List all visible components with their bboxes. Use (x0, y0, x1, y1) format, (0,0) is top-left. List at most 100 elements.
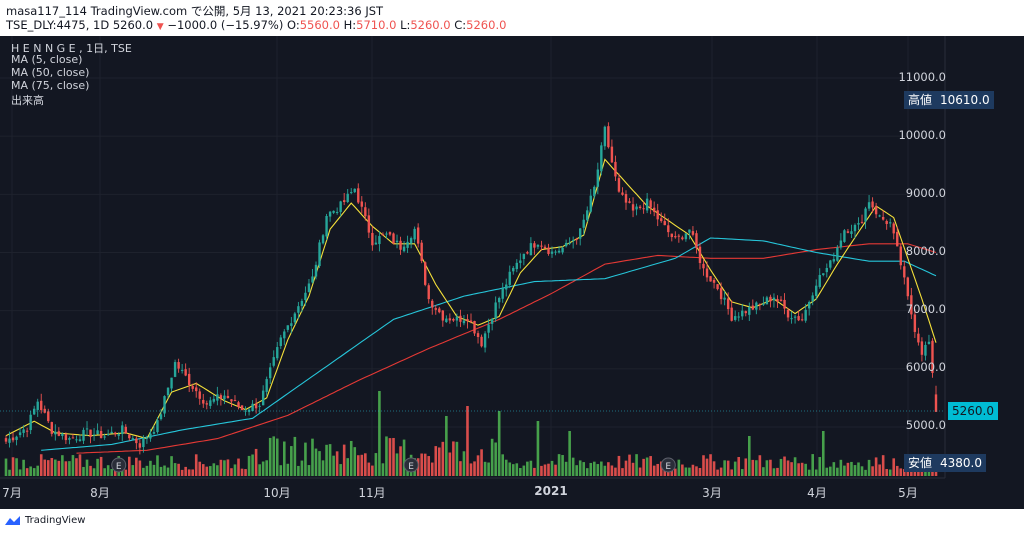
volume-bar (600, 461, 603, 476)
volume-bar (793, 457, 797, 476)
volume-bar (564, 461, 568, 476)
candle-body (78, 439, 82, 442)
volume-bar (716, 469, 719, 476)
volume-bar (547, 463, 550, 476)
close-label: C: (454, 18, 467, 32)
volume-bar (892, 458, 896, 476)
volume-bar (82, 466, 85, 476)
candle-body (388, 232, 392, 235)
candle-body (843, 230, 846, 242)
volume-bar (719, 467, 723, 476)
legend-title[interactable]: H E N N G E , 1日, TSE (11, 42, 132, 55)
legend-ma50[interactable]: MA (50, close) (11, 66, 90, 79)
x-tick-label: 7月 (2, 486, 22, 500)
volume-bar (247, 455, 251, 476)
open-value: 5560.0 (299, 18, 340, 32)
candle-body (353, 188, 356, 193)
volume-bar (201, 464, 205, 476)
legend-volume[interactable]: 出来高 (11, 94, 44, 107)
candle-body (536, 244, 540, 247)
candle-body (557, 250, 561, 253)
candle-body (269, 367, 272, 379)
candle-body (452, 318, 455, 321)
volume-bar (43, 459, 47, 476)
volume-bar (596, 464, 600, 476)
x-tick-label: 3月 (702, 486, 722, 500)
candle-body (71, 437, 75, 439)
volume-bar (275, 438, 279, 476)
y-tick-label: 6000.0 (905, 360, 946, 374)
candle-body (318, 242, 321, 267)
volume-bar (459, 461, 462, 476)
earnings-marker (660, 457, 676, 473)
candle-body (47, 411, 50, 422)
candle-body (283, 331, 286, 339)
candle-body (765, 297, 769, 305)
volume-bar (582, 462, 586, 476)
volume-bar (786, 460, 790, 476)
candle-body (156, 420, 159, 433)
candle-body (68, 438, 71, 440)
candle-body (205, 403, 208, 405)
volume-bar (726, 460, 730, 476)
candle-body (8, 438, 11, 443)
volume-bar (635, 454, 638, 476)
legend-ma75[interactable]: MA (75, close) (11, 79, 90, 92)
legend-ma5[interactable]: MA (5, close) (11, 53, 83, 66)
candle-body (279, 337, 282, 347)
candle-body (128, 434, 131, 439)
candle-body (600, 145, 603, 172)
candle-body (251, 403, 254, 412)
candle-body (818, 274, 821, 287)
candle-body (272, 357, 275, 366)
volume-bar (156, 455, 159, 476)
volume-bar (772, 468, 776, 476)
volume-bar (29, 466, 32, 476)
volume-bar (15, 458, 18, 476)
candle-body (564, 242, 568, 247)
candle-body (741, 310, 744, 317)
volume-bar (11, 457, 15, 476)
volume-bar (698, 468, 702, 476)
candle-body (448, 318, 452, 321)
candle-body (335, 211, 339, 213)
candle-body (240, 405, 244, 411)
candle-body (871, 201, 874, 208)
candle-body (790, 318, 793, 320)
candle-body (233, 400, 237, 402)
volume-bar (135, 457, 138, 476)
candle-body (191, 385, 194, 389)
candle-body (431, 300, 434, 308)
candle-body (878, 215, 881, 217)
volume-bar (730, 469, 733, 476)
volume-bar (46, 460, 50, 476)
volume-bar (603, 465, 607, 476)
candle-body (688, 229, 691, 233)
candle-body (910, 295, 913, 315)
volume-bar (702, 455, 705, 476)
candle-body (702, 263, 705, 269)
candle-body (610, 146, 614, 163)
volume-bar (142, 467, 145, 476)
volume-bar (779, 458, 783, 476)
candle-body (607, 126, 610, 148)
volume-bar (335, 451, 339, 476)
open-label: O: (286, 18, 300, 32)
tradingview-brand[interactable]: TradingView (5, 515, 85, 526)
low-price-value: 4380.0 (936, 454, 987, 472)
volume-bar (131, 465, 135, 476)
candle-body (483, 333, 487, 348)
volume-bar (740, 469, 744, 476)
candle-body (226, 395, 230, 398)
volume-bar (899, 468, 903, 476)
candle-body (103, 436, 106, 438)
volume-bar (399, 446, 402, 476)
publish-info: masa117_114 TradingView.com で公開, 5月 13, … (6, 4, 384, 18)
candle-body (850, 231, 853, 234)
candle-body (751, 305, 755, 310)
volume-bar (223, 460, 226, 476)
volume-bar (762, 467, 765, 476)
last-price-box: 5260.0 (948, 402, 998, 420)
high-price-label: 高値 (904, 91, 937, 109)
candle-body (89, 429, 92, 437)
